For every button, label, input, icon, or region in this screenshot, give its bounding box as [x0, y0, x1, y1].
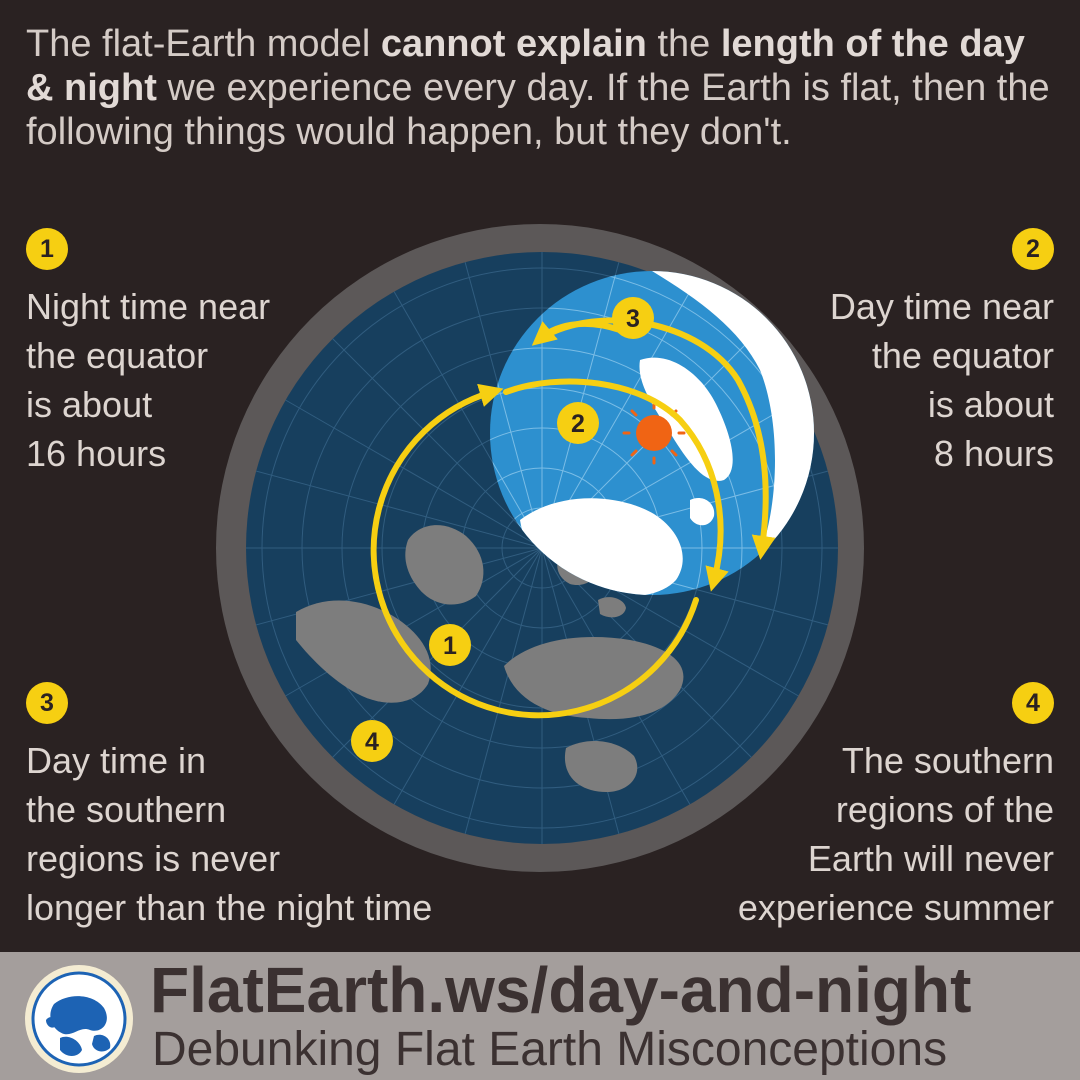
diagram-arrows	[370, 317, 776, 719]
continent-north-america	[405, 525, 484, 605]
arrow-southern-day	[538, 317, 776, 560]
night-continents	[246, 525, 684, 844]
point-1-line: Night time near	[26, 286, 271, 327]
point-3-text: Day time in the southern regions is neve…	[26, 736, 496, 932]
point-2-line: 8 hours	[933, 433, 1054, 474]
point-3-line: longer than the night time	[26, 887, 433, 928]
flat-earth-diagram: 1 2 3 4	[216, 224, 864, 872]
intro-bold-length: length of the day & night	[26, 23, 1025, 109]
flat-earth-logo-icon	[25, 965, 133, 1073]
point-4-line: regions of the	[835, 789, 1054, 830]
arrow-day-path	[503, 378, 729, 592]
svg-text:2: 2	[571, 410, 585, 438]
point-4-line: The southern	[841, 740, 1054, 781]
arrow-southern-start	[531, 320, 623, 346]
point-4-text: The southern regions of the Earth will n…	[584, 736, 1054, 932]
intro-text: The flat-Earth model cannot explain the …	[26, 22, 1056, 154]
sun-icon	[622, 401, 686, 465]
point-1-line: is about	[26, 384, 153, 425]
point-3-line: regions is never	[26, 838, 281, 879]
diagram-marker-2: 2	[557, 402, 599, 444]
point-1: 1 Night time near the equator is about 1…	[26, 228, 496, 478]
point-1-badge: 1	[26, 228, 68, 270]
continent-iceland	[598, 597, 626, 618]
point-2-line: is about	[927, 384, 1054, 425]
point-4-badge: 4	[1012, 682, 1054, 724]
footer: FlatEarth.ws/day-and-night Debunking Fla…	[0, 952, 1080, 1080]
intro-bold-cannot-explain: cannot explain	[380, 23, 647, 65]
point-3-line: the southern	[26, 789, 227, 830]
point-1-line: 16 hours	[26, 433, 167, 474]
point-2-line: Day time near	[829, 286, 1054, 327]
continent-australia	[564, 741, 638, 792]
svg-text:1: 1	[443, 632, 457, 660]
diagram-marker-4: 4	[351, 720, 393, 762]
svg-text:4: 4	[365, 728, 379, 756]
continent-europe-day	[639, 357, 733, 481]
continent-small-day	[690, 497, 715, 526]
footer-tagline: Debunking Flat Earth Misconceptions	[152, 1023, 948, 1076]
intro-part-3: we experience every day. If the Earth is…	[26, 67, 1050, 153]
diagram-marker-3: 3	[612, 297, 654, 339]
footer-url[interactable]: FlatEarth.ws/day-and-night	[150, 954, 972, 1026]
point-2-text: Day time near the equator is about 8 hou…	[584, 282, 1054, 478]
intro-part-2: the	[646, 23, 721, 65]
point-1-text: Night time near the equator is about 16 …	[26, 282, 496, 478]
point-4-line: experience summer	[737, 887, 1054, 928]
point-4-line: Earth will never	[807, 838, 1054, 879]
daylight-rim	[652, 271, 815, 554]
point-3: 3 Day time in the southern regions is ne…	[26, 682, 496, 932]
point-3-badge: 3	[26, 682, 68, 724]
point-3-line: Day time in	[26, 740, 207, 781]
point-1-line: the equator	[26, 335, 209, 376]
continent-africa	[504, 637, 684, 720]
continent-south-america	[296, 600, 431, 703]
svg-text:3: 3	[626, 305, 640, 333]
point-2-line: the equator	[871, 335, 1054, 376]
point-2: 2 Day time near the equator is about 8 h…	[584, 228, 1054, 478]
diagram-marker-1: 1	[429, 624, 471, 666]
point-2-badge: 2	[1012, 228, 1054, 270]
arrow-night-path	[370, 383, 699, 719]
intro-part-1: The flat-Earth model	[26, 23, 381, 65]
point-4: 4 The southern regions of the Earth will…	[584, 682, 1054, 932]
